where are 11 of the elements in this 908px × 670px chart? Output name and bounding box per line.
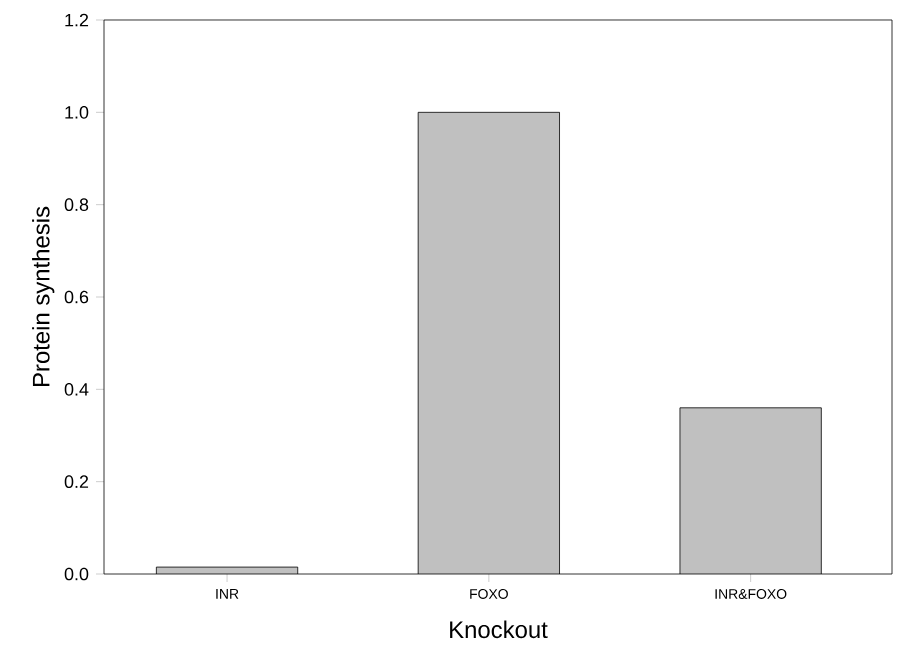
y-tick-label: 0.6 <box>64 290 89 304</box>
bar <box>679 407 822 574</box>
y-tick-label: 0.8 <box>64 198 89 212</box>
x-axis-title: Knockout <box>450 620 548 639</box>
y-tick-label: 1.2 <box>65 13 89 27</box>
y-tick-label: 0.4 <box>64 382 89 396</box>
y-tick-label: 0.0 <box>64 567 89 581</box>
bar <box>417 111 560 574</box>
y-tick-label: 1.0 <box>65 105 89 119</box>
y-tick-label: 0.2 <box>64 475 89 489</box>
y-axis-title: Protein synthesis <box>32 206 55 387</box>
